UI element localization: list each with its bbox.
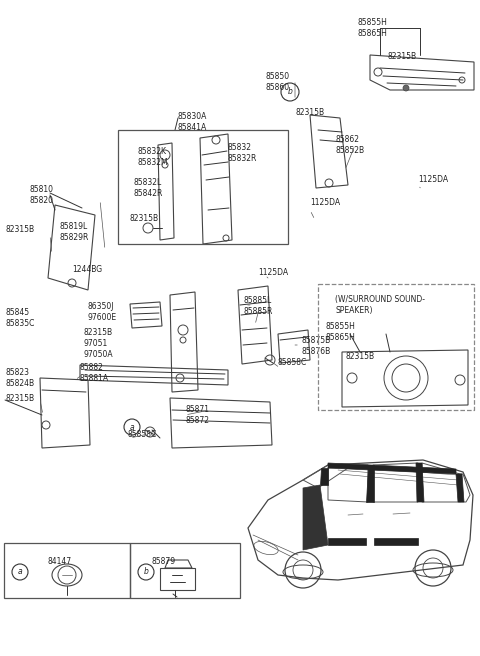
- Text: 85855H
85865H: 85855H 85865H: [358, 18, 388, 38]
- Text: 85810
85820: 85810 85820: [30, 185, 54, 205]
- Text: 82315B: 82315B: [130, 214, 159, 223]
- Text: 82315B: 82315B: [345, 352, 374, 361]
- Text: b: b: [288, 87, 292, 96]
- Text: a: a: [130, 422, 134, 432]
- Text: 85832
85832R: 85832 85832R: [228, 143, 257, 163]
- Text: 85871
85872: 85871 85872: [185, 405, 209, 425]
- Polygon shape: [303, 485, 328, 550]
- Text: 82315B: 82315B: [387, 52, 416, 61]
- Text: 85845
85835C: 85845 85835C: [5, 308, 35, 328]
- Text: 85875B
85876B: 85875B 85876B: [302, 336, 331, 356]
- Text: 1125DA: 1125DA: [310, 198, 340, 207]
- Text: 85858C: 85858C: [128, 430, 157, 439]
- Text: 85832L
85842R: 85832L 85842R: [133, 178, 162, 198]
- Text: 85882
85881A: 85882 85881A: [80, 363, 109, 383]
- Polygon shape: [320, 468, 328, 485]
- Text: 85879: 85879: [152, 557, 176, 566]
- Text: 84147: 84147: [47, 557, 71, 566]
- Text: 1125DA: 1125DA: [258, 268, 288, 277]
- Text: 85819L
85829R: 85819L 85829R: [60, 222, 89, 242]
- Text: 82315B
97051
97050A: 82315B 97051 97050A: [83, 328, 113, 359]
- Polygon shape: [374, 538, 418, 545]
- Bar: [318, 284, 474, 410]
- Polygon shape: [328, 463, 456, 474]
- Text: 82315B: 82315B: [296, 108, 325, 117]
- Text: 86350J
97600E: 86350J 97600E: [88, 302, 117, 322]
- Text: (W/SURROUND SOUND-
SPEAKER): (W/SURROUND SOUND- SPEAKER): [335, 295, 425, 315]
- Circle shape: [403, 85, 409, 91]
- Text: 85830A
85841A: 85830A 85841A: [178, 112, 207, 132]
- Text: b: b: [144, 567, 148, 577]
- Bar: [4, 543, 130, 598]
- Text: 82315B: 82315B: [5, 225, 34, 234]
- Text: 85850
85860: 85850 85860: [265, 72, 289, 92]
- Polygon shape: [416, 463, 424, 502]
- Text: 1125DA: 1125DA: [418, 175, 448, 184]
- Text: 85823
85824B: 85823 85824B: [5, 368, 34, 388]
- Text: 85862
85852B: 85862 85852B: [336, 135, 365, 155]
- Text: a: a: [18, 567, 22, 577]
- Polygon shape: [456, 474, 464, 502]
- Text: 85855H
85865H: 85855H 85865H: [325, 322, 355, 342]
- Polygon shape: [366, 465, 374, 502]
- Text: 85885L
85885R: 85885L 85885R: [243, 296, 272, 316]
- Polygon shape: [328, 538, 366, 545]
- Bar: [118, 130, 288, 244]
- Text: 1244BG: 1244BG: [72, 265, 102, 274]
- Text: 85858C: 85858C: [278, 358, 307, 367]
- Text: 82315B: 82315B: [5, 394, 34, 403]
- Text: 85832K
85832M: 85832K 85832M: [138, 147, 168, 167]
- Bar: [130, 543, 240, 598]
